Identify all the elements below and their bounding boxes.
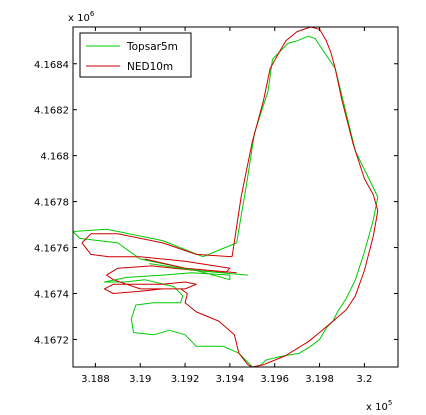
x-tick-label: 3.188 (81, 374, 110, 385)
y-tick-label: 4.1674 (34, 289, 69, 300)
x-tick-label: 3.198 (305, 374, 334, 385)
y-tick-label: 4.1672 (34, 335, 69, 346)
y-tick-label: 4.168 (40, 152, 69, 163)
legend: Topsar5m NED10m (80, 33, 191, 77)
x-tick-label: 3.194 (216, 374, 245, 385)
y-tick-label: 4.1684 (34, 60, 69, 71)
y-tick-label: 4.1676 (34, 244, 69, 255)
legend-label-topsar5m: Topsar5m (126, 41, 178, 53)
x-tick-label: 3.192 (171, 374, 200, 385)
y-tick-label: 4.1678 (34, 198, 69, 209)
x-tick-label: 3.2 (356, 374, 372, 385)
x-tick-label: 3.196 (260, 374, 289, 385)
y-tick-label: 4.1682 (34, 106, 69, 117)
legend-label-ned10m: NED10m (127, 61, 173, 73)
x-tick-label: 3.19 (129, 374, 151, 385)
plot-area (73, 27, 398, 367)
